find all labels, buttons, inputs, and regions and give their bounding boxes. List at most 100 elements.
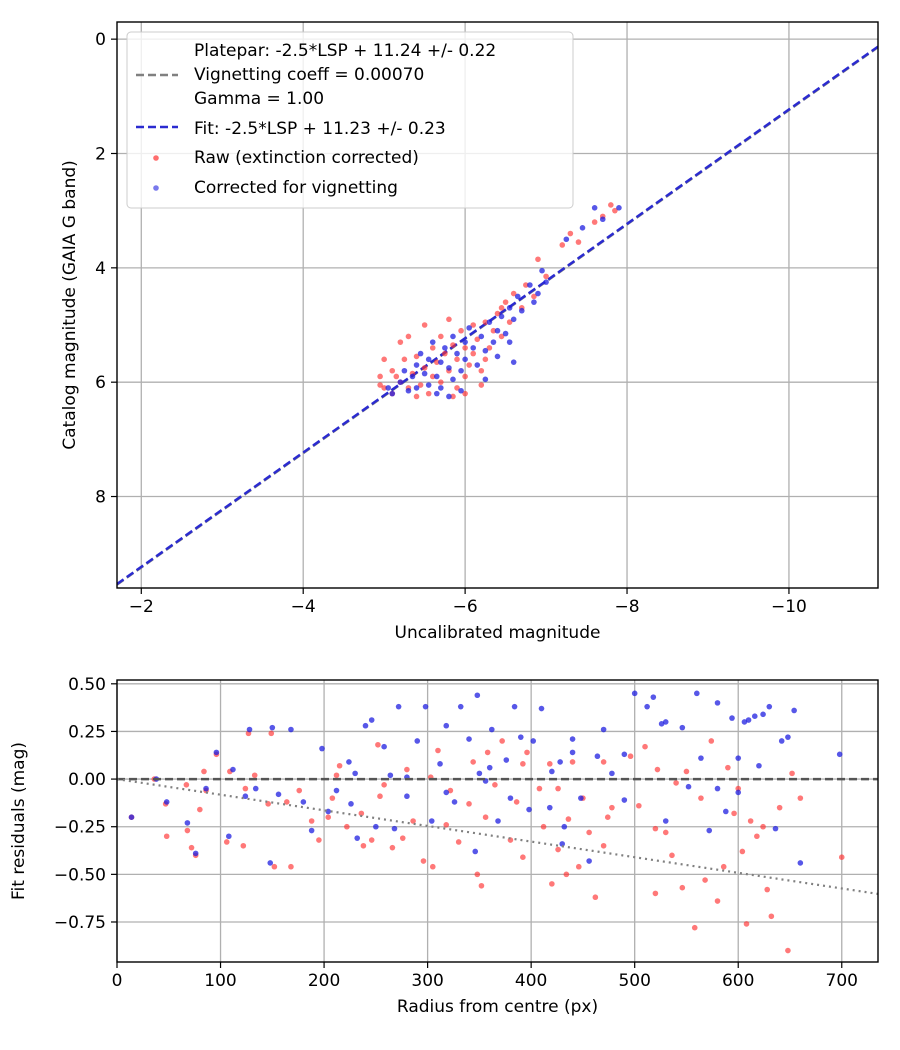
top-point-raw: [393, 373, 400, 380]
bot-point-raw: [284, 799, 290, 805]
top-y-tick-label: 6: [95, 373, 106, 393]
top-point-raw: [413, 353, 420, 360]
bot-point-corrected: [387, 772, 394, 779]
bot-point-raw: [377, 793, 383, 800]
top-point-corrected: [413, 362, 420, 368]
top-point-corrected: [462, 339, 468, 345]
bot-point-corrected: [760, 711, 766, 718]
top-x-tick-label: −8: [615, 597, 640, 617]
top-point-corrected: [591, 205, 598, 211]
bot-point-corrected: [414, 738, 421, 744]
bot-point-raw: [555, 785, 561, 792]
bot-point-corrected: [578, 795, 584, 801]
bot-point-raw: [240, 842, 247, 849]
bot-x-tick-label: 0: [112, 971, 123, 991]
top-point-corrected: [454, 350, 460, 357]
top-point-raw: [450, 393, 456, 400]
bot-point-raw: [499, 738, 505, 744]
bot-point-corrected: [368, 717, 375, 723]
bot-point-raw: [683, 768, 690, 775]
bot-point-corrected: [791, 707, 797, 714]
bot-x-tick-label: 700: [826, 971, 858, 991]
bot-point-corrected: [714, 785, 721, 792]
bot-y-tick-label: 0.00: [68, 770, 106, 790]
top-point-corrected: [385, 385, 392, 391]
top-point-raw: [612, 207, 618, 214]
bot-point-corrected: [600, 726, 607, 733]
top-point-corrected: [401, 367, 408, 374]
bot-point-raw: [540, 823, 547, 830]
legend-label-vignetting: Vignetting coeff = 0.00070: [194, 65, 424, 85]
bot-point-raw: [429, 863, 436, 870]
bot-point-corrected: [348, 801, 354, 807]
bot-point-corrected: [391, 825, 398, 832]
bot-point-corrected: [275, 791, 282, 798]
bot-point-raw: [563, 871, 570, 878]
bot-point-corrected: [511, 703, 518, 710]
bot-point-raw: [329, 795, 336, 801]
legend-label-fit: Fit: -2.5*LSP + 11.23 +/- 0.23: [194, 119, 446, 139]
top-point-corrected: [510, 316, 517, 323]
top-x-axis-label: Uncalibrated magnitude: [395, 623, 601, 643]
bottom-plot-frame: [116, 679, 879, 963]
bot-point-corrected: [163, 799, 170, 805]
top-point-corrected: [482, 376, 489, 383]
bot-point-raw: [197, 806, 203, 813]
top-point-corrected: [438, 385, 444, 391]
top-point-raw: [510, 290, 517, 297]
bot-point-corrected: [192, 850, 199, 857]
top-x-tick-label: −2: [129, 597, 154, 617]
bot-point-raw: [714, 898, 721, 904]
top-plot-frame: [116, 21, 879, 589]
top-point-raw: [470, 322, 477, 328]
bot-point-corrected: [203, 785, 209, 792]
top-point-raw: [429, 345, 436, 351]
bot-point-raw: [679, 884, 686, 891]
top-point-raw: [478, 367, 485, 374]
bot-point-raw: [474, 871, 481, 878]
bot-point-corrected: [362, 722, 369, 729]
bot-point-corrected: [352, 770, 358, 777]
bot-point-corrected: [486, 764, 493, 771]
top-x-tick-label: −6: [453, 597, 478, 617]
bot-point-corrected: [549, 768, 555, 775]
bot-point-raw: [669, 852, 675, 859]
bot-point-raw: [268, 730, 275, 737]
bot-x-tick-label: 300: [411, 971, 443, 991]
bot-point-raw: [797, 795, 804, 801]
bot-point-corrected: [308, 827, 315, 834]
top-point-raw: [591, 219, 598, 225]
bot-point-raw: [546, 761, 553, 767]
bot-point-corrected: [756, 762, 762, 769]
bot-point-corrected: [631, 690, 638, 697]
bot-point-corrected: [443, 789, 450, 796]
legend-label-gamma: Gamma = 1.00: [194, 89, 324, 109]
bottom-scatter-points: [128, 690, 845, 954]
bot-point-corrected: [836, 751, 843, 758]
top-point-corrected: [442, 345, 448, 351]
bot-point-raw: [184, 827, 191, 834]
bot-point-raw: [627, 753, 634, 760]
top-y-tick-label: 0: [95, 30, 106, 50]
bot-point-raw: [223, 839, 230, 845]
top-point-raw: [381, 385, 387, 391]
bot-point-raw: [410, 818, 416, 824]
bot-point-corrected: [751, 713, 758, 720]
top-point-raw: [417, 382, 424, 388]
bot-line-vignetting: [117, 777, 878, 896]
bot-point-corrected: [797, 860, 804, 866]
top-point-raw: [438, 333, 444, 340]
bot-y-tick-label: 0.25: [68, 722, 106, 742]
bot-point-corrected: [735, 789, 742, 796]
top-point-corrected: [446, 365, 452, 371]
top-point-raw: [470, 350, 477, 357]
bot-y-tick-label: −0.25: [54, 818, 106, 838]
bot-point-raw: [163, 833, 170, 840]
bot-point-corrected: [561, 823, 568, 830]
bot-point-raw: [764, 886, 771, 893]
top-point-raw: [413, 393, 420, 400]
top-point-raw: [466, 362, 472, 368]
bot-point-corrected: [557, 759, 563, 765]
top-point-corrected: [490, 339, 497, 345]
